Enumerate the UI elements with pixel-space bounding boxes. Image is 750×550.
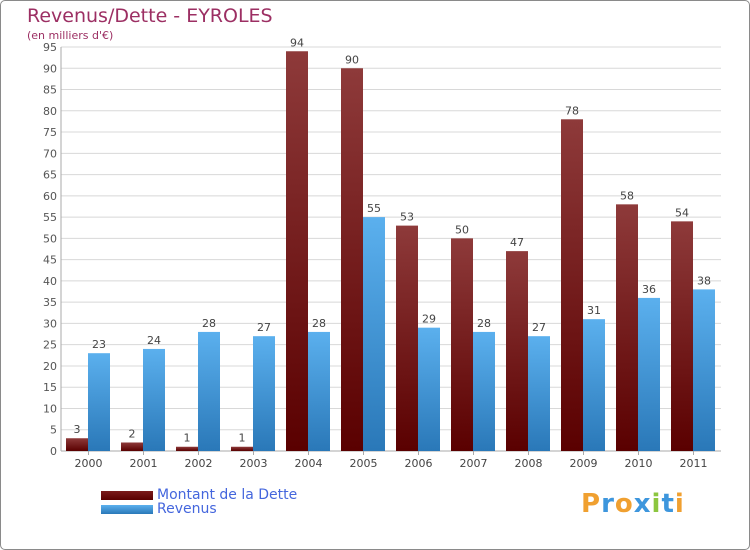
x-tick-label: 2009 [570,457,598,470]
legend-label-revenue: Revenus [157,501,217,517]
x-tick-label: 2002 [185,457,213,470]
logo-letter: t [661,489,675,519]
y-tick-label: 80 [43,105,57,118]
y-tick-label: 90 [43,62,57,75]
x-tick-label: 2005 [350,457,378,470]
data-label-revenue-2000: 23 [92,338,106,351]
data-label-debt-2002: 1 [184,432,191,445]
y-tick-label: 75 [43,126,57,139]
bar-revenue-2011 [693,289,715,451]
data-label-revenue-2005: 55 [367,202,381,215]
x-tick-label: 2006 [405,457,433,470]
x-tick-label: 2001 [130,457,158,470]
data-label-revenue-2010: 36 [642,283,656,296]
logo-letter: r [601,489,615,519]
x-tick-label: 2008 [515,457,543,470]
bar-revenue-2010 [638,297,660,451]
data-label-debt-2006: 53 [400,211,414,224]
bar-revenue-2005 [363,217,385,451]
bar-revenue-2006 [418,327,440,451]
logo-letter: i [651,489,662,519]
logo-letter: x [633,489,652,519]
y-tick-label: 70 [43,147,57,160]
logo-letter: o [614,489,634,519]
data-label-revenue-2004: 28 [312,317,326,330]
bar-debt-2009 [561,119,583,451]
data-label-debt-2005: 90 [345,53,359,66]
y-tick-label: 0 [50,445,57,458]
y-tick-label: 20 [43,360,57,373]
logo-letter: P [581,489,602,519]
bar-debt-2002 [176,446,198,451]
y-tick-label: 55 [43,211,57,224]
y-tick-label: 35 [43,296,57,309]
bar-debt-2011 [671,221,693,451]
bar-revenue-2002 [198,331,220,451]
y-tick-label: 45 [43,254,57,267]
chart-title: Revenus/Dette - EYROLES [27,5,273,27]
data-label-debt-2004: 94 [290,36,304,49]
data-label-debt-2000: 3 [74,423,81,436]
x-tick-label: 2011 [680,457,708,470]
data-label-debt-2003: 1 [239,432,246,445]
data-label-debt-2007: 50 [455,223,469,236]
logo-letter: i [674,489,685,519]
x-tick-label: 2010 [625,457,653,470]
y-tick-label: 50 [43,232,57,245]
bar-debt-2007 [451,238,473,451]
bar-revenue-2001 [143,348,165,451]
bar-debt-2010 [616,204,638,451]
bar-revenue-2008 [528,336,550,451]
y-tick-label: 95 [43,41,57,54]
bar-revenue-2004 [308,331,330,451]
chart-subtitle: (en milliers d'€) [27,29,114,42]
bar-debt-2006 [396,225,418,451]
bar-debt-2000 [66,438,88,451]
y-tick-label: 15 [43,381,57,394]
bar-debt-2005 [341,68,363,452]
data-label-revenue-2009: 31 [587,304,601,317]
data-label-revenue-2006: 29 [422,313,436,326]
x-tick-label: 2004 [295,457,323,470]
bar-debt-2003 [231,446,253,451]
y-tick-label: 30 [43,317,57,330]
legend-swatch-debt [101,490,153,500]
x-tick-label: 2003 [240,457,268,470]
x-tick-label: 2000 [75,457,103,470]
legend-label-debt: Montant de la Dette [157,487,298,503]
data-label-revenue-2007: 28 [477,317,491,330]
bar-debt-2004 [286,51,308,452]
data-label-revenue-2008: 27 [532,321,546,334]
bar-debt-2008 [506,251,528,451]
bar-revenue-2000 [88,353,110,451]
y-tick-label: 10 [43,402,57,415]
data-label-debt-2011: 54 [675,206,689,219]
y-tick-label: 65 [43,169,57,182]
legend-item-debt: Montant de la Dette [101,487,298,503]
y-tick-label: 40 [43,275,57,288]
legend-swatch-revenue [101,504,153,514]
x-tick-label: 2007 [460,457,488,470]
y-tick-label: 5 [50,424,57,437]
data-label-revenue-2001: 24 [147,334,161,347]
bar-revenue-2009 [583,319,605,451]
bar-revenue-2003 [253,336,275,451]
data-label-debt-2010: 58 [620,189,634,202]
bar-debt-2001 [121,442,143,451]
y-tick-label: 25 [43,339,57,352]
data-label-debt-2009: 78 [565,104,579,117]
y-tick-label: 60 [43,190,57,203]
data-label-revenue-2002: 28 [202,317,216,330]
legend-item-revenue: Revenus [101,501,217,517]
proxiti-logo: Proxiti [581,489,685,519]
data-label-debt-2001: 2 [129,427,136,440]
data-label-debt-2008: 47 [510,236,524,249]
data-label-revenue-2003: 27 [257,321,271,334]
bar-revenue-2007 [473,331,495,451]
y-tick-label: 85 [43,84,57,97]
data-label-revenue-2011: 38 [697,274,711,287]
